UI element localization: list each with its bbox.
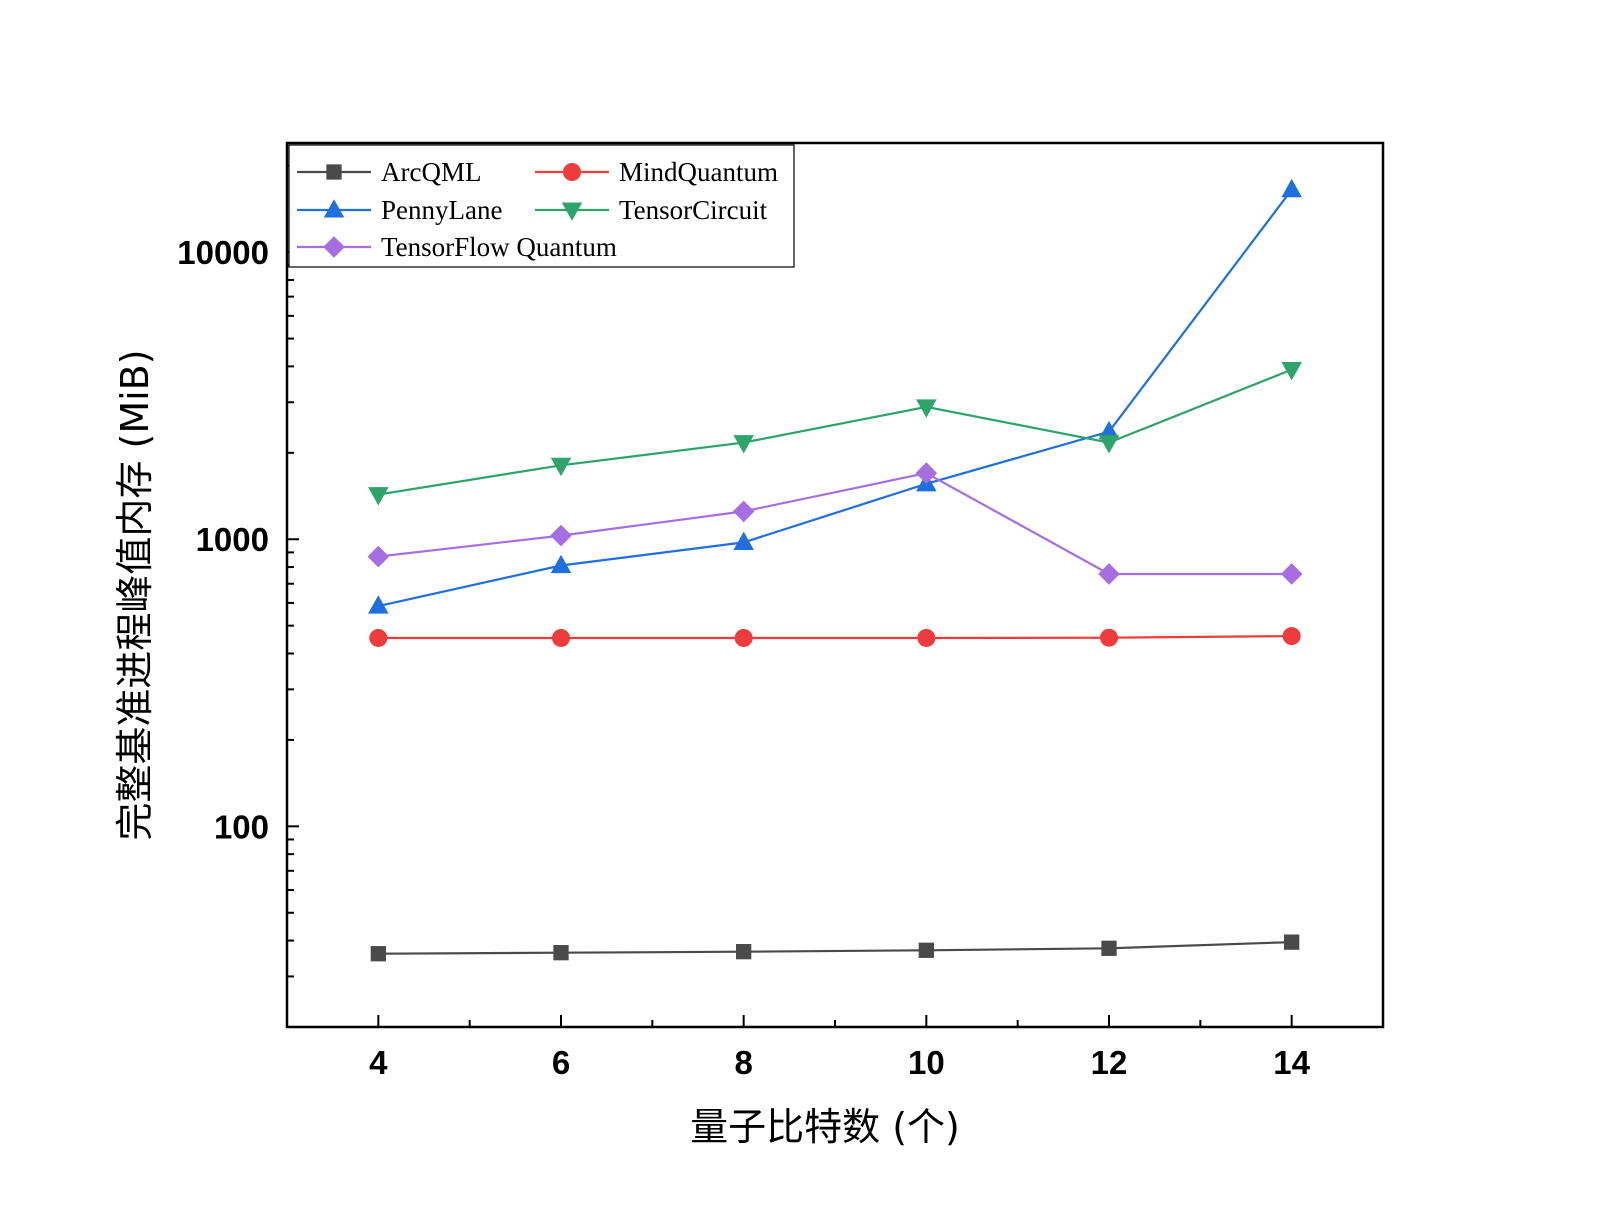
series-tensorflow-quantum [367, 462, 1303, 585]
data-point-mindquantum [1282, 627, 1301, 646]
legend-marker [323, 199, 345, 218]
legend-label: PennyLane [381, 195, 502, 225]
legend-marker [326, 164, 342, 180]
legend-label: TensorFlow Quantum [381, 232, 617, 262]
x-tick-label: 4 [369, 1044, 388, 1081]
legend-item-mindquantum: MindQuantum [535, 157, 778, 187]
y-tick-label: 10000 [177, 234, 269, 271]
series-line-pennylane [378, 189, 1293, 608]
data-point-pennylane [733, 531, 754, 550]
series-line-mindquantum [378, 635, 1292, 640]
data-point-arcqml [1101, 940, 1117, 956]
x-tick-label: 14 [1273, 1044, 1310, 1081]
data-point-arcqml [370, 946, 386, 962]
data-point-tensorcircuit [733, 435, 754, 454]
data-point-mindquantum [1100, 628, 1118, 647]
data-point-tensorflow-quantum [915, 462, 938, 484]
series-mindquantum [369, 627, 1301, 647]
data-point-pennylane [1281, 178, 1302, 198]
y-axis-title: 完整基准进程峰值内存 (MiB) [113, 349, 157, 840]
x-tick-label: 8 [734, 1044, 752, 1081]
data-point-arcqml [1284, 934, 1300, 950]
data-point-tensorflow-quantum [550, 524, 572, 547]
data-point-pennylane [550, 554, 572, 574]
x-tick-label: 6 [552, 1044, 570, 1081]
legend-label: TensorCircuit [619, 195, 768, 225]
ticks-layer: 4 6 8 10 12 14 100 1000 10000 [177, 164, 1384, 1081]
data-point-arcqml [553, 945, 569, 961]
y-tick-label: 100 [214, 808, 269, 845]
legend-item-arcqml: ArcQML [297, 157, 481, 187]
series-line-tensorflow-quantum [378, 471, 1292, 576]
series-tensorcircuit [368, 361, 1302, 506]
x-tick-label: 12 [1091, 1044, 1128, 1081]
data-point-tensorcircuit [550, 457, 572, 477]
data-point-tensorcircuit [1098, 435, 1120, 454]
plot-frame [285, 141, 1385, 1029]
y-tick-label: 1000 [196, 521, 269, 558]
data-point-tensorflow-quantum [1098, 563, 1120, 585]
data-point-mindquantum [917, 628, 936, 647]
data-point-pennylane [1098, 420, 1120, 440]
data-point-mindquantum [369, 628, 388, 647]
legend-box [288, 144, 795, 268]
legend-marker [323, 236, 345, 258]
x-axis-title: 量子比特数 (个) [690, 1105, 960, 1149]
data-point-tensorflow-quantum [1280, 563, 1303, 585]
data-point-tensorflow-quantum [732, 500, 755, 523]
legend-marker [563, 163, 581, 181]
legend-item-tensorcircuit: TensorCircuit [535, 195, 768, 225]
series-arcqml [370, 934, 1300, 962]
series-line-arcqml [378, 941, 1292, 955]
legend-item-tensorflow-quantum: TensorFlow Quantum [297, 232, 617, 262]
series-layer [367, 178, 1303, 962]
data-point-tensorcircuit [916, 399, 937, 418]
legend-marker [561, 202, 583, 221]
data-point-arcqml [736, 944, 752, 960]
legend-label: ArcQML [381, 157, 481, 187]
data-point-tensorflow-quantum [367, 545, 390, 568]
x-tick-label: 10 [908, 1044, 945, 1081]
series-pennylane [368, 178, 1302, 614]
data-point-arcqml [918, 942, 934, 958]
legend-item-pennylane: PennyLane [297, 195, 502, 225]
data-point-mindquantum [552, 628, 570, 647]
data-point-pennylane [368, 595, 389, 614]
data-point-tensorcircuit [368, 487, 389, 506]
data-point-mindquantum [734, 628, 753, 647]
data-point-tensorcircuit [1281, 361, 1302, 381]
legend-label: MindQuantum [619, 157, 778, 187]
series-line-tensorcircuit [378, 368, 1293, 496]
legend: ArcQML MindQuantum PennyLane TensorCircuitT… [288, 144, 795, 268]
